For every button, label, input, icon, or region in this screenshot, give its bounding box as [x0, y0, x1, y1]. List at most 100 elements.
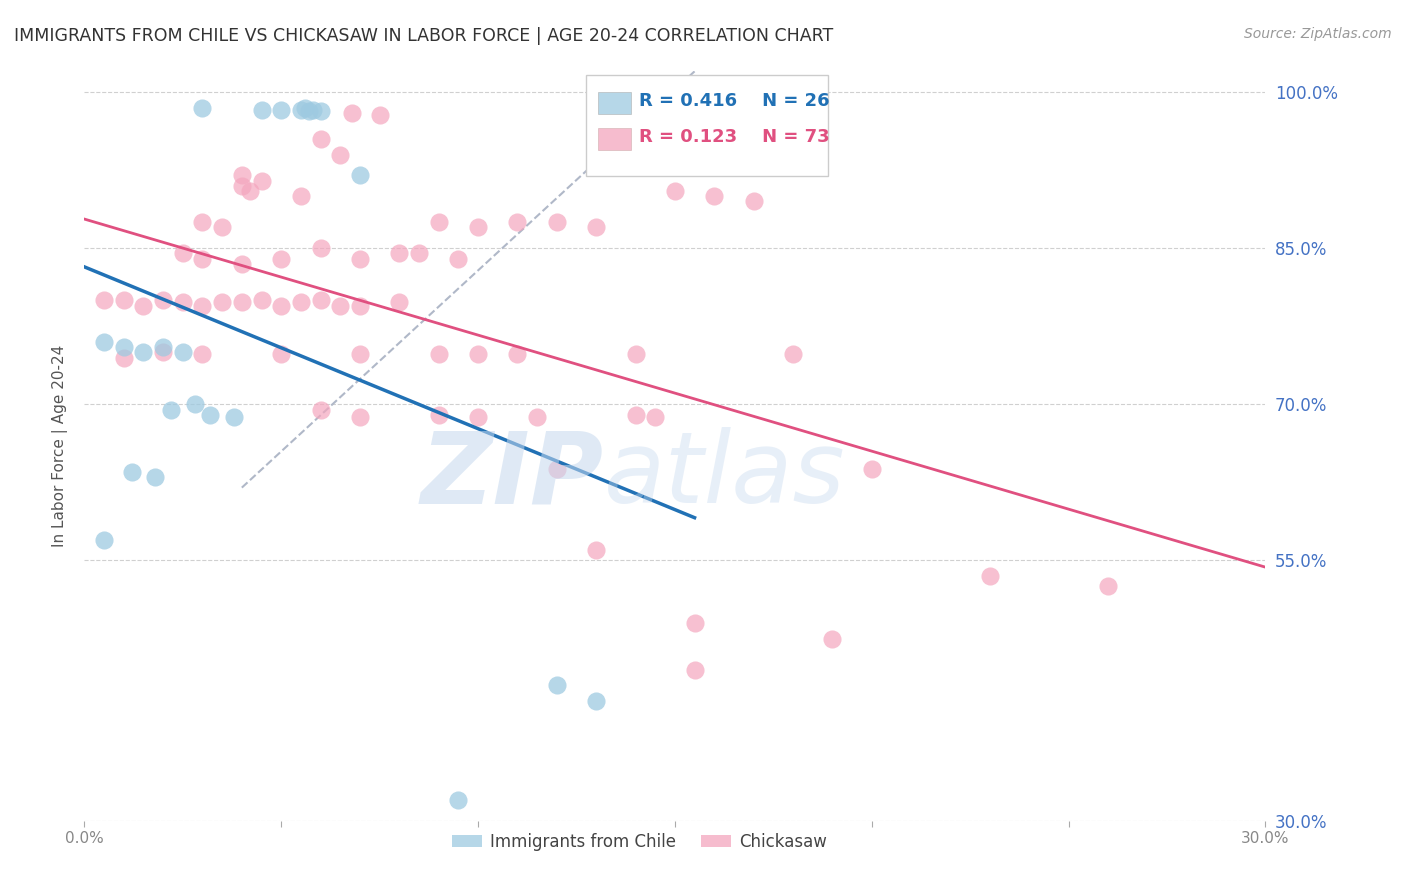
Point — [152, 345, 174, 359]
Point — [546, 462, 568, 476]
Point — [231, 295, 253, 310]
Point — [1097, 580, 1119, 594]
Point — [191, 215, 214, 229]
Point — [191, 252, 214, 266]
Point — [329, 147, 352, 161]
Point — [112, 351, 135, 365]
Point — [349, 299, 371, 313]
Point — [683, 663, 706, 677]
Y-axis label: In Labor Force | Age 20-24: In Labor Force | Age 20-24 — [52, 345, 67, 547]
Point — [270, 347, 292, 361]
Point — [427, 215, 450, 229]
Point — [340, 106, 363, 120]
Point — [250, 293, 273, 308]
Point — [231, 257, 253, 271]
Point — [231, 178, 253, 193]
Point — [467, 220, 489, 235]
Point — [250, 174, 273, 188]
Text: atlas: atlas — [605, 427, 845, 524]
Point — [664, 184, 686, 198]
Point — [183, 397, 205, 411]
FancyBboxPatch shape — [598, 92, 631, 114]
Point — [585, 220, 607, 235]
Point — [703, 189, 725, 203]
Point — [467, 347, 489, 361]
Point — [239, 184, 262, 198]
Point — [211, 295, 233, 310]
Point — [294, 101, 316, 115]
Point — [191, 347, 214, 361]
Point — [309, 132, 332, 146]
Point — [349, 347, 371, 361]
Point — [309, 241, 332, 255]
Point — [309, 402, 332, 417]
Text: Source: ZipAtlas.com: Source: ZipAtlas.com — [1244, 27, 1392, 41]
Point — [979, 569, 1001, 583]
Point — [298, 103, 321, 118]
Text: R = 0.416    N = 26: R = 0.416 N = 26 — [640, 93, 830, 111]
Point — [546, 215, 568, 229]
Point — [132, 345, 155, 359]
Point — [191, 299, 214, 313]
Legend: Immigrants from Chile, Chickasaw: Immigrants from Chile, Chickasaw — [446, 826, 834, 857]
Point — [200, 408, 222, 422]
Point — [290, 295, 312, 310]
Point — [585, 543, 607, 558]
Point — [132, 299, 155, 313]
Point — [309, 103, 332, 118]
Point — [683, 615, 706, 630]
Point — [309, 293, 332, 308]
Point — [270, 299, 292, 313]
Point — [427, 347, 450, 361]
Point — [585, 694, 607, 708]
Point — [172, 345, 194, 359]
Point — [93, 334, 115, 349]
Point — [546, 678, 568, 692]
Point — [290, 103, 312, 117]
Point — [467, 409, 489, 424]
Point — [231, 169, 253, 183]
Point — [250, 103, 273, 117]
FancyBboxPatch shape — [586, 75, 828, 177]
Point — [112, 293, 135, 308]
Text: ZIP: ZIP — [420, 427, 605, 524]
Point — [408, 246, 430, 260]
Point — [222, 409, 245, 424]
Point — [349, 169, 371, 183]
Point — [152, 293, 174, 308]
Point — [782, 347, 804, 361]
Point — [290, 189, 312, 203]
Point — [526, 409, 548, 424]
Point — [270, 252, 292, 266]
Point — [93, 293, 115, 308]
Point — [329, 299, 352, 313]
Point — [211, 220, 233, 235]
Point — [644, 409, 666, 424]
FancyBboxPatch shape — [598, 128, 631, 150]
Point — [301, 103, 323, 117]
Point — [270, 103, 292, 117]
Point — [388, 295, 411, 310]
Point — [388, 246, 411, 260]
Point — [172, 246, 194, 260]
Point — [143, 470, 166, 484]
Point — [821, 632, 844, 646]
Point — [506, 347, 529, 361]
Point — [447, 793, 470, 807]
Point — [506, 215, 529, 229]
Point — [427, 408, 450, 422]
Point — [112, 340, 135, 354]
Point — [152, 340, 174, 354]
Point — [191, 101, 214, 115]
Point — [860, 462, 883, 476]
Point — [160, 402, 183, 417]
Text: IMMIGRANTS FROM CHILE VS CHICKASAW IN LABOR FORCE | AGE 20-24 CORRELATION CHART: IMMIGRANTS FROM CHILE VS CHICKASAW IN LA… — [14, 27, 834, 45]
Point — [624, 347, 647, 361]
Point — [349, 252, 371, 266]
Point — [624, 408, 647, 422]
Point — [121, 465, 143, 479]
Point — [368, 108, 391, 122]
Point — [742, 194, 765, 209]
Point — [172, 295, 194, 310]
Point — [447, 252, 470, 266]
